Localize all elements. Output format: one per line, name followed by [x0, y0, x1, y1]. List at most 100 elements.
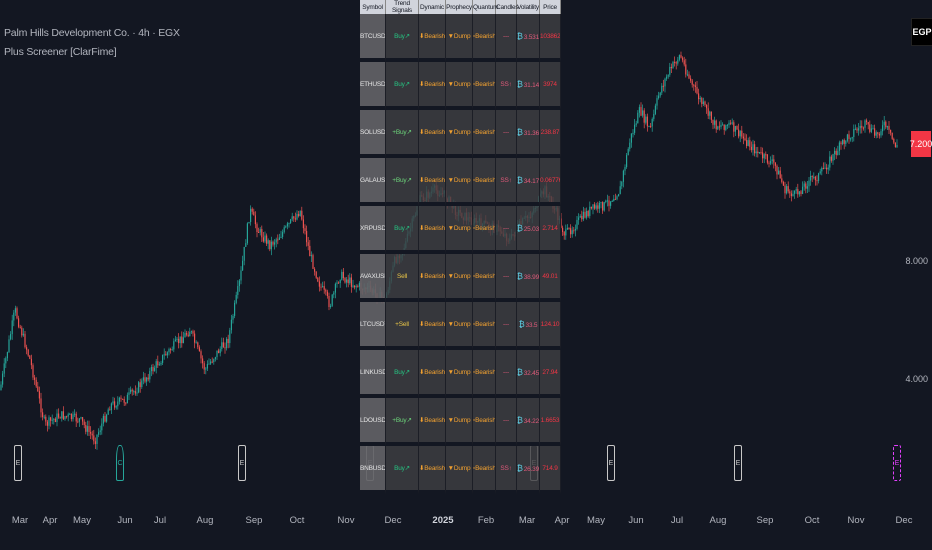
candle-body: [579, 215, 581, 218]
candle-body: [82, 417, 84, 422]
earnings-marker[interactable]: E: [238, 445, 246, 481]
candle-body: [749, 140, 751, 147]
candle-body: [147, 377, 149, 380]
candles-cell: ---: [496, 110, 517, 158]
trend-signal-cell: +Buy↗: [386, 398, 419, 446]
symbol-cell[interactable]: ETHUSDT: [360, 62, 386, 110]
symbol-cell-text: LINKUSDT: [360, 368, 385, 376]
candle-body: [272, 241, 274, 245]
candle-body: [226, 338, 228, 349]
candle-body: [158, 364, 160, 366]
symbol-cell[interactable]: LINKUSDT: [360, 350, 386, 398]
candle-body: [254, 215, 256, 225]
time-axis-label: Apr: [42, 515, 58, 526]
candle-body: [197, 342, 199, 348]
candle-body: [683, 60, 685, 65]
candle-body: [301, 210, 303, 220]
symbol-cell[interactable]: BTCUSDT: [360, 14, 386, 62]
volatility-cell: ₿33.5: [517, 302, 540, 350]
candle-body: [800, 191, 802, 194]
candle-body: [587, 210, 589, 216]
candle-body: [2, 373, 4, 385]
candle-body: [894, 142, 896, 148]
price-cell: 0.06776: [540, 158, 561, 206]
candle-body: [643, 110, 645, 123]
candle-body: [139, 382, 141, 387]
price-cell-text: 238.87: [540, 128, 560, 136]
earnings-marker[interactable]: E: [734, 445, 742, 481]
symbol-cell[interactable]: SOLUSDT: [360, 110, 386, 158]
candle-body: [24, 333, 26, 348]
candle-body: [566, 227, 568, 230]
candle-body: [250, 208, 252, 222]
candle-body: [187, 334, 189, 337]
indicator-title[interactable]: Plus Screener [ClarFime]: [4, 46, 117, 58]
candles-cell-text: ---: [503, 272, 509, 280]
candle-body: [706, 104, 708, 109]
quantum-cell: ▫Bearish: [473, 110, 496, 158]
candle-body: [58, 413, 60, 418]
dynamic-cell-text: ⬇Bearish: [419, 225, 445, 232]
candle-body: [134, 391, 136, 394]
candle-body: [155, 361, 157, 368]
candle-body: [232, 315, 234, 320]
prophecy-cell: ▼Dump: [446, 302, 473, 350]
candle-body: [733, 122, 735, 132]
candle-body: [88, 426, 90, 432]
candle-body: [144, 377, 146, 382]
dynamic-cell-text: ⬇Bearish: [419, 417, 445, 424]
candle-body: [624, 167, 626, 171]
candle-body: [738, 129, 740, 137]
candle-body: [142, 377, 144, 381]
candle-body: [806, 186, 808, 189]
candle-body: [802, 186, 804, 194]
candle-body: [67, 414, 69, 417]
candle-body: [34, 377, 36, 380]
earnings-marker[interactable]: E: [893, 445, 901, 481]
candle-body: [75, 413, 77, 422]
candle-body: [878, 133, 880, 136]
candle-body: [86, 426, 88, 432]
candle-body: [720, 124, 722, 127]
candle-body: [293, 216, 295, 219]
prophecy-cell: ▼Dump: [446, 158, 473, 206]
candle-body: [43, 416, 45, 418]
quantum-cell: ▫Bearish: [473, 14, 496, 62]
trend-signal-cell-text: +Buy↗: [392, 417, 412, 424]
symbol-cell[interactable]: BNBUSDT: [360, 446, 386, 494]
candle-body: [347, 279, 349, 284]
candle-body: [78, 418, 80, 422]
symbol-cell[interactable]: AVAXUSDT: [360, 254, 386, 302]
volatility-cell-text: 31.14: [523, 81, 540, 89]
candle-body: [835, 150, 837, 156]
quantum-cell: ▫Bearish: [473, 206, 496, 254]
dividend-marker[interactable]: C: [116, 445, 124, 481]
symbol-cell[interactable]: GALAUSDT: [360, 158, 386, 206]
earnings-marker[interactable]: E: [607, 445, 615, 481]
candle-body: [154, 367, 156, 372]
candle-body: [94, 441, 96, 444]
prophecy-cell-text: ▼Dump: [447, 416, 471, 424]
trend-signal-cell-text: Sell: [396, 272, 408, 280]
symbol-cell[interactable]: LDOUSDT: [360, 398, 386, 446]
candle-body: [675, 62, 677, 64]
candle-body: [62, 411, 64, 420]
candle-body: [776, 165, 778, 175]
candle-body: [357, 286, 359, 288]
symbol-cell-text: GALAUSDT: [360, 176, 386, 184]
price-cell-text: 27.94: [542, 368, 558, 376]
time-axis-label: May: [73, 515, 91, 526]
candle-body: [718, 126, 720, 128]
price-cell: 2.714: [540, 206, 561, 254]
candle-body: [866, 120, 868, 123]
candle-body: [266, 235, 268, 244]
symbol-cell[interactable]: XRPUSDT: [360, 206, 386, 254]
symbol-cell[interactable]: LTCUSDT: [360, 302, 386, 350]
candle-body: [562, 227, 564, 233]
symbol-title[interactable]: Palm Hills Development Co. · 4h · EGX: [4, 27, 180, 39]
candle-body: [30, 358, 32, 366]
candle-body: [626, 155, 628, 168]
candle-body: [122, 398, 124, 400]
earnings-marker[interactable]: E: [14, 445, 22, 481]
candle-body: [742, 136, 744, 139]
